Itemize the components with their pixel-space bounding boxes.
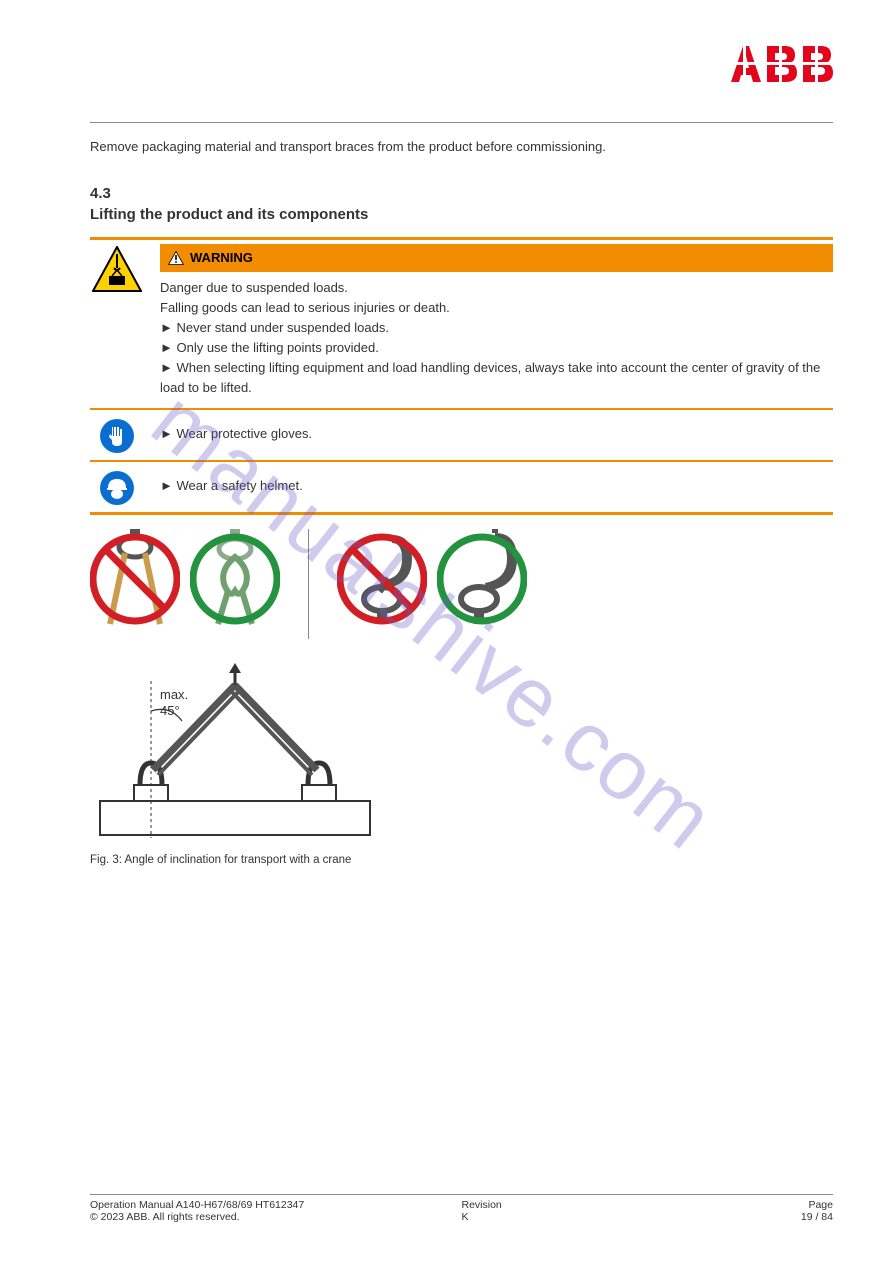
warn-line: Danger due to suspended loads.	[160, 278, 833, 298]
abb-logo	[729, 44, 833, 84]
footer-revision-label: Revision	[462, 1199, 625, 1211]
page: Remove packaging material and transport …	[0, 0, 893, 1263]
header-rule	[90, 122, 833, 123]
warning-banner: WARNING	[160, 244, 833, 272]
warn-line: ► Wear a safety helmet.	[160, 476, 833, 496]
warn-line: ► When selecting lifting equipment and l…	[160, 358, 833, 398]
permit-hook-tip-icon	[437, 529, 527, 629]
footer-rule	[90, 1194, 833, 1195]
section-number: 4.3	[90, 185, 833, 202]
prohibit-hook-tip-icon	[337, 529, 427, 629]
footer-page-value: 19 / 84	[670, 1211, 833, 1223]
prohibit-rope-thread-icon	[90, 529, 180, 629]
warning-banner-label: WARNING	[190, 248, 253, 268]
warning-row: ► Wear protective gloves.	[90, 410, 833, 460]
pictogram-group	[337, 529, 527, 629]
warn-line: ► Wear protective gloves.	[160, 424, 833, 444]
footer-row: Operation Manual A140-H67/68/69 HT612347…	[90, 1199, 833, 1211]
abb-logo-svg	[729, 44, 833, 84]
pictogram-group	[90, 529, 280, 629]
gloves-mandatory-icon	[99, 418, 135, 454]
angle-label-2: 45°	[160, 703, 180, 718]
footer-row: © 2023 ABB. All rights reserved. K 19 / …	[90, 1211, 833, 1223]
warning-icon-col	[90, 416, 144, 454]
warning-icon-col	[90, 244, 144, 292]
angle-figure: max. 45° Fig. 3: Angle of inclination fo…	[90, 663, 380, 866]
section-title: Lifting the product and its components	[90, 206, 833, 223]
footer-doc-title: Operation Manual A140-H67/68/69 HT612347	[90, 1199, 417, 1211]
warning-row: ► Wear a safety helmet.	[90, 462, 833, 512]
warn-line: Falling goods can lead to serious injuri…	[160, 298, 833, 318]
angle-figure-caption: Fig. 3: Angle of inclination for transpo…	[90, 854, 380, 866]
warn-line: ► Only use the lifting points provided.	[160, 338, 833, 358]
warn-line: ► Never stand under suspended loads.	[160, 318, 833, 338]
helmet-mandatory-icon	[99, 470, 135, 506]
footer-page-label: Page	[670, 1199, 833, 1211]
permit-rope-thread-icon	[190, 529, 280, 629]
intro-text: Remove packaging material and transport …	[90, 137, 833, 157]
page-footer: Operation Manual A140-H67/68/69 HT612347…	[90, 1194, 833, 1223]
warning-content: ► Wear a safety helmet.	[160, 468, 833, 496]
warning-content: ► Wear protective gloves.	[160, 416, 833, 444]
crane-hazard-icon	[92, 246, 142, 292]
angle-figure-svg: max. 45°	[90, 663, 380, 843]
angle-label-1: max.	[160, 687, 188, 702]
warning-block: WARNING Danger due to suspended loads. F…	[90, 237, 833, 516]
footer-copyright: © 2023 ABB. All rights reserved.	[90, 1211, 417, 1223]
warning-content: WARNING Danger due to suspended loads. F…	[160, 244, 833, 399]
warning-row: WARNING Danger due to suspended loads. F…	[90, 240, 833, 409]
footer-revision-value: K	[462, 1211, 625, 1223]
pictogram-divider	[308, 529, 309, 639]
warning-triangle-icon	[168, 251, 184, 265]
warning-icon-col	[90, 468, 144, 506]
pictogram-row	[90, 529, 833, 639]
